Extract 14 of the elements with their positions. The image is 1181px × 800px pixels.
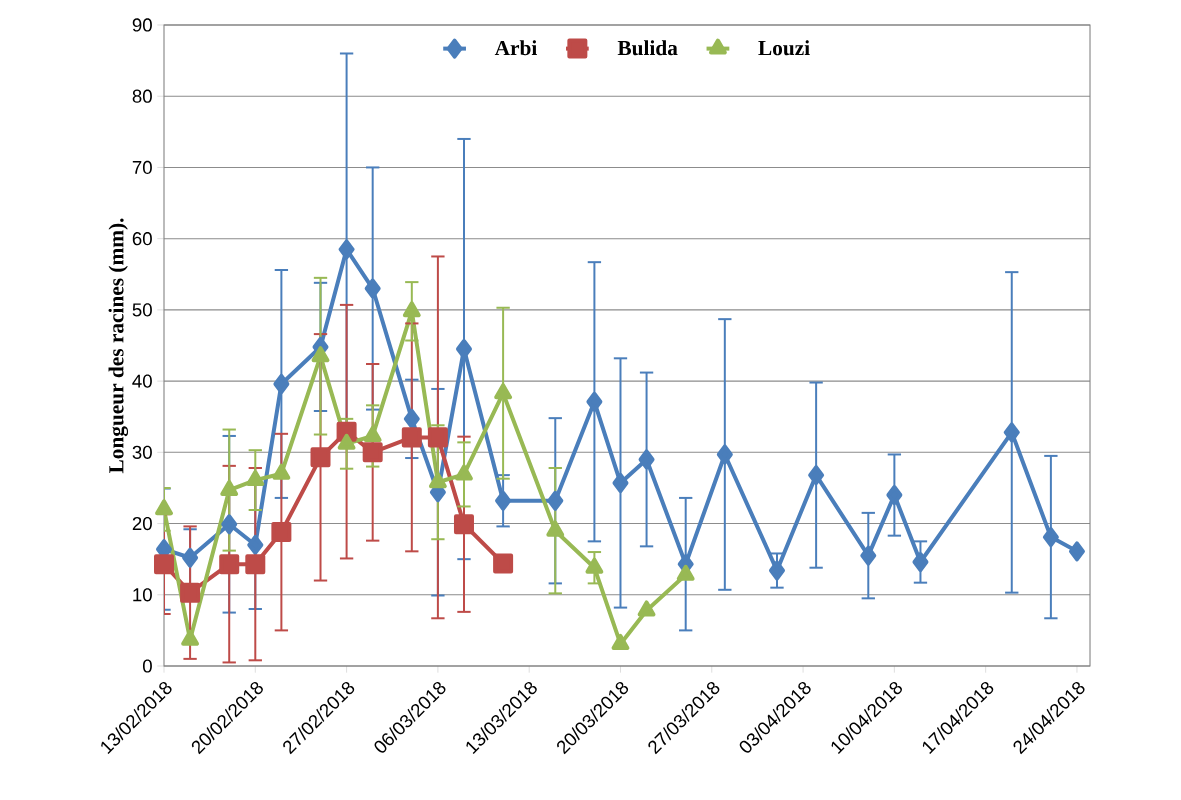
y-tick-label: 20 (132, 516, 152, 531)
y-axis-title: Longueur des racines (mm). (108, 218, 129, 474)
y-tick-label: 0 (142, 659, 152, 673)
y-tick-label: 70 (132, 160, 152, 175)
y-tick-label: 90 (132, 18, 152, 32)
y-tick-label: 80 (132, 89, 152, 103)
y-tick-label: 40 (132, 374, 152, 388)
legend-label: Bulida (617, 40, 678, 56)
y-tick-label: 60 (132, 232, 152, 246)
legend-label: Arbi (494, 40, 537, 56)
y-tick-label: 10 (133, 588, 152, 602)
legend-label: Louzi (758, 40, 810, 56)
y-tick-label: 30 (132, 445, 152, 459)
y-tick-label: 50 (132, 303, 152, 317)
